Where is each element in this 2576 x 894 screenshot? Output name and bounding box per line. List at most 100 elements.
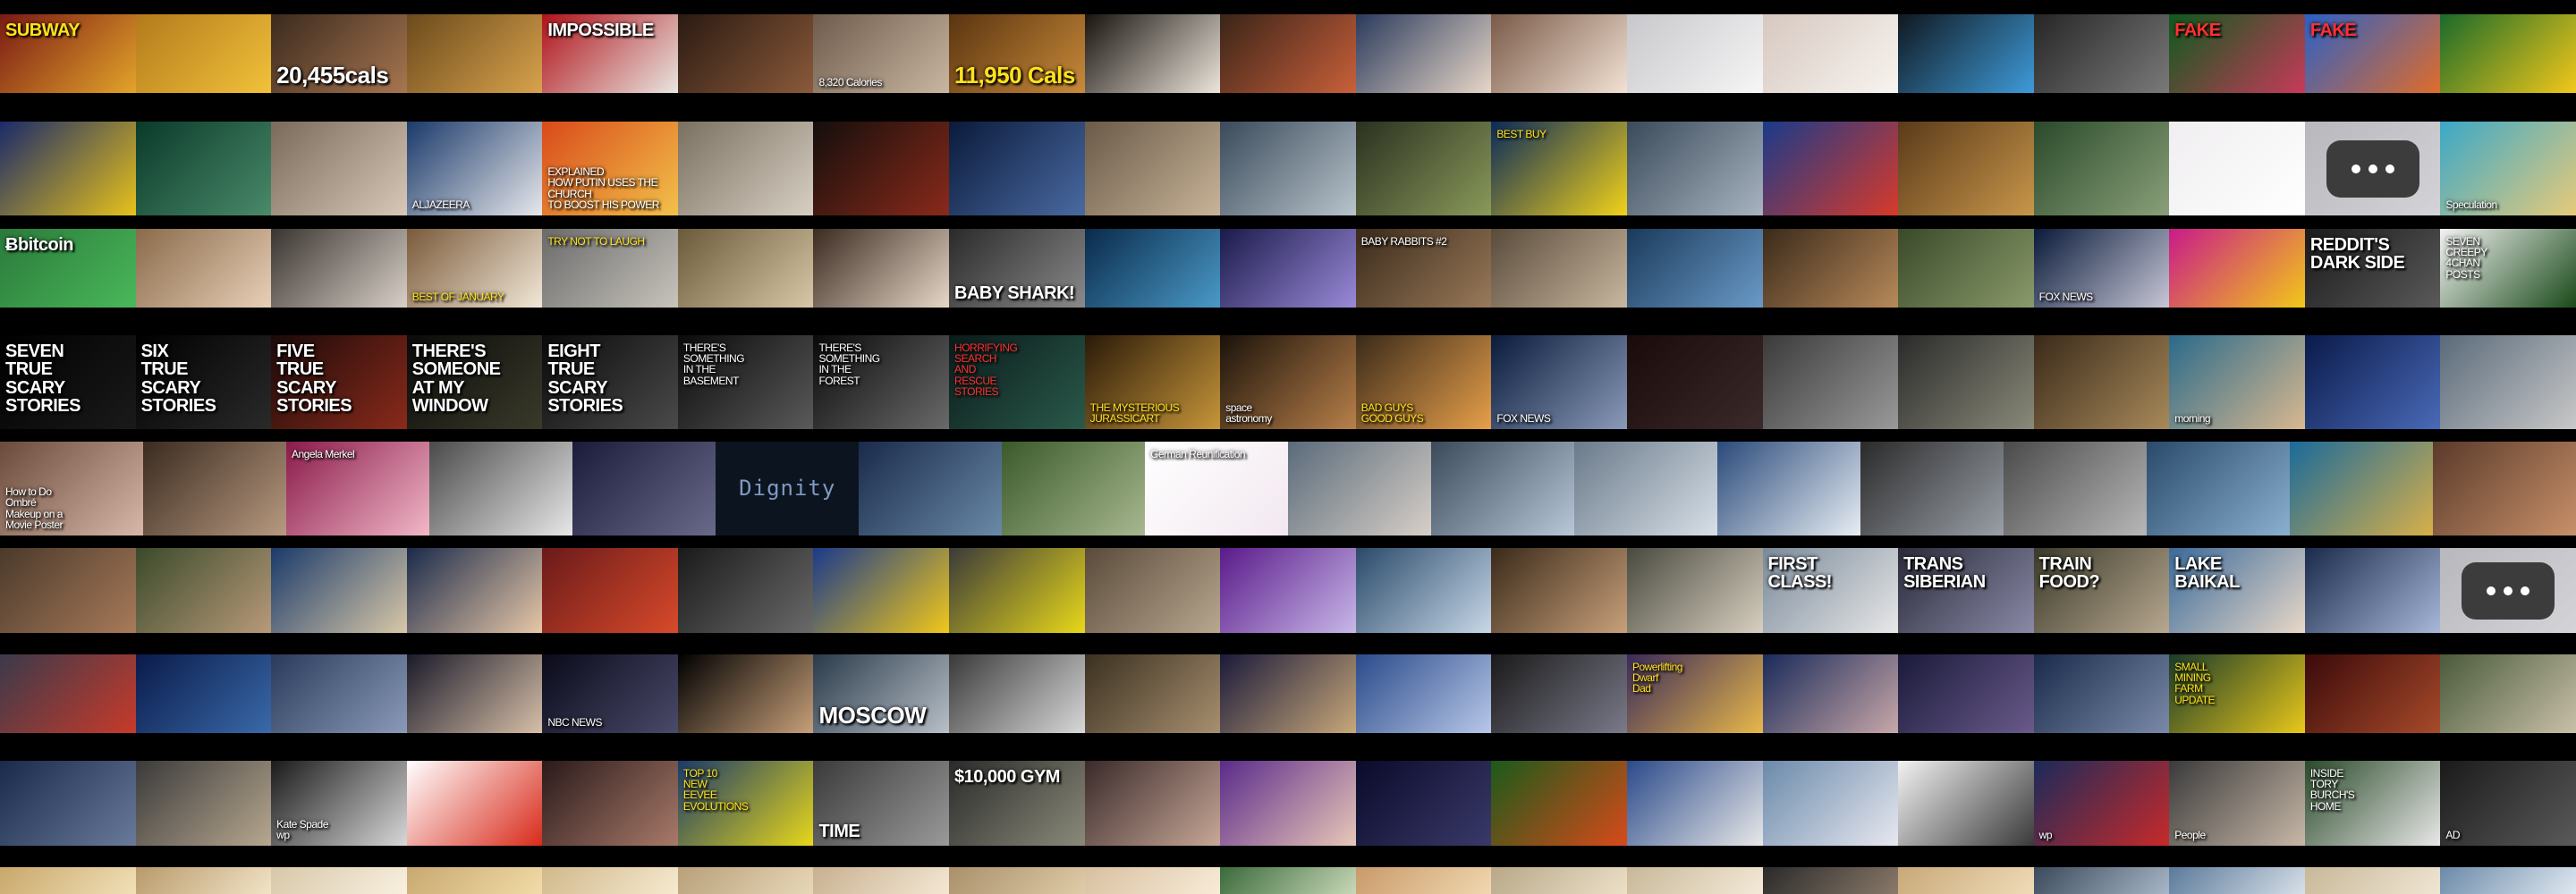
- video-thumbnail[interactable]: [1762, 122, 1899, 215]
- video-thumbnail[interactable]: [949, 548, 1086, 633]
- video-thumbnail[interactable]: German Reunification: [1145, 442, 1289, 536]
- video-thumbnail[interactable]: 8,320 Calories: [813, 14, 950, 93]
- video-thumbnail[interactable]: [1491, 229, 1628, 308]
- video-thumbnail[interactable]: EIGHT TRUE SCARY STORIES: [542, 335, 679, 429]
- video-thumbnail[interactable]: IMPOSSIBLE: [542, 14, 679, 93]
- video-thumbnail[interactable]: [2033, 122, 2170, 215]
- video-thumbnail[interactable]: [2440, 335, 2576, 429]
- video-thumbnail[interactable]: [1220, 14, 1357, 93]
- video-thumbnail[interactable]: [1431, 442, 1575, 536]
- video-thumbnail[interactable]: 20,455cals: [271, 14, 408, 93]
- video-thumbnail[interactable]: [1355, 867, 1492, 894]
- video-thumbnail[interactable]: [542, 548, 679, 633]
- video-thumbnail[interactable]: [2440, 14, 2576, 93]
- video-thumbnail[interactable]: [542, 867, 679, 894]
- video-thumbnail[interactable]: Angela Merkel: [286, 442, 430, 536]
- video-thumbnail[interactable]: [1220, 867, 1357, 894]
- video-thumbnail[interactable]: [2290, 442, 2434, 536]
- video-thumbnail[interactable]: [1898, 229, 2035, 308]
- video-thumbnail[interactable]: FIVE TRUE SCARY STORIES: [271, 335, 408, 429]
- video-thumbnail[interactable]: [135, 654, 272, 733]
- video-thumbnail[interactable]: [1762, 654, 1899, 733]
- video-thumbnail[interactable]: [429, 442, 573, 536]
- video-thumbnail[interactable]: [1084, 229, 1221, 308]
- video-thumbnail[interactable]: [813, 122, 950, 215]
- video-thumbnail[interactable]: [1762, 14, 1899, 93]
- video-thumbnail[interactable]: [1898, 761, 2035, 846]
- video-thumbnail[interactable]: BAD GUYS GOOD GUYS: [1355, 335, 1492, 429]
- video-thumbnail[interactable]: [1626, 14, 1764, 93]
- video-thumbnail[interactable]: [1355, 761, 1492, 846]
- video-thumbnail[interactable]: [1220, 229, 1357, 308]
- video-thumbnail[interactable]: [0, 761, 137, 846]
- video-thumbnail[interactable]: [1898, 867, 2035, 894]
- video-thumbnail[interactable]: [1491, 14, 1628, 93]
- video-thumbnail[interactable]: [1220, 122, 1357, 215]
- video-thumbnail[interactable]: [1355, 14, 1492, 93]
- video-thumbnail[interactable]: [1355, 654, 1492, 733]
- video-thumbnail[interactable]: [406, 867, 543, 894]
- video-thumbnail[interactable]: wp: [2033, 761, 2170, 846]
- video-thumbnail[interactable]: 11,950 Cals: [949, 14, 1086, 93]
- video-thumbnail[interactable]: [677, 229, 814, 308]
- video-thumbnail[interactable]: [406, 761, 543, 846]
- video-thumbnail[interactable]: [1288, 442, 1432, 536]
- video-thumbnail[interactable]: [2440, 654, 2576, 733]
- video-thumbnail[interactable]: [271, 229, 408, 308]
- video-thumbnail[interactable]: [949, 654, 1086, 733]
- video-thumbnail[interactable]: FOX NEWS: [2033, 229, 2170, 308]
- video-thumbnail[interactable]: [2304, 654, 2441, 733]
- video-thumbnail[interactable]: [271, 654, 408, 733]
- video-thumbnail[interactable]: [1220, 654, 1357, 733]
- video-thumbnail[interactable]: [1355, 548, 1492, 633]
- video-thumbnail[interactable]: [2033, 335, 2170, 429]
- video-thumbnail[interactable]: THE MYSTERIOUS JURASSICART: [1084, 335, 1221, 429]
- video-thumbnail[interactable]: [1491, 548, 1628, 633]
- video-thumbnail[interactable]: [135, 229, 272, 308]
- video-thumbnail[interactable]: [542, 761, 679, 846]
- video-thumbnail[interactable]: [0, 122, 137, 215]
- video-thumbnail[interactable]: [1717, 442, 1861, 536]
- video-thumbnail[interactable]: FOX NEWS: [1491, 335, 1628, 429]
- video-thumbnail[interactable]: THERE'S SOMEONE AT MY WINDOW: [406, 335, 543, 429]
- video-thumbnail[interactable]: [0, 548, 137, 633]
- video-thumbnail[interactable]: [135, 14, 272, 93]
- more-options-icon[interactable]: [2462, 561, 2555, 620]
- video-thumbnail[interactable]: [1084, 548, 1221, 633]
- video-thumbnail[interactable]: TOP 10 NEW EEVEE EVOLUTIONS: [677, 761, 814, 846]
- video-thumbnail[interactable]: TIME: [813, 761, 950, 846]
- video-thumbnail[interactable]: [2304, 548, 2441, 633]
- video-thumbnail[interactable]: [2033, 654, 2170, 733]
- video-thumbnail[interactable]: HORRIFYING SEARCH AND RESCUE STORIES: [949, 335, 1086, 429]
- video-thumbnail[interactable]: [949, 867, 1086, 894]
- video-thumbnail[interactable]: [1084, 654, 1221, 733]
- video-thumbnail[interactable]: [1898, 122, 2035, 215]
- video-thumbnail[interactable]: TRY NOT TO LAUGH: [542, 229, 679, 308]
- video-thumbnail[interactable]: SIX TRUE SCARY STORIES: [135, 335, 272, 429]
- video-thumbnail[interactable]: [1002, 442, 1146, 536]
- video-thumbnail[interactable]: SMALL MINING FARM UPDATE: [2169, 654, 2306, 733]
- video-thumbnail[interactable]: [1626, 548, 1764, 633]
- video-thumbnail[interactable]: [135, 122, 272, 215]
- video-thumbnail[interactable]: [135, 548, 272, 633]
- video-thumbnail[interactable]: [813, 548, 950, 633]
- video-thumbnail[interactable]: [2304, 867, 2441, 894]
- video-thumbnail[interactable]: FIRST CLASS!: [1762, 548, 1899, 633]
- video-thumbnail[interactable]: [1574, 442, 1718, 536]
- video-thumbnail[interactable]: [1898, 654, 2035, 733]
- video-thumbnail[interactable]: [813, 229, 950, 308]
- video-thumbnail[interactable]: [271, 867, 408, 894]
- video-thumbnail[interactable]: REDDIT'S DARK SIDE: [2304, 229, 2441, 308]
- video-thumbnail[interactable]: [143, 442, 287, 536]
- video-thumbnail[interactable]: TRANS SIBERIAN: [1898, 548, 2035, 633]
- video-thumbnail[interactable]: [135, 867, 272, 894]
- video-thumbnail[interactable]: [2440, 867, 2576, 894]
- video-thumbnail[interactable]: [1626, 335, 1764, 429]
- video-thumbnail[interactable]: [2033, 867, 2170, 894]
- video-thumbnail[interactable]: SEVEN TRUE SCARY STORIES: [0, 335, 137, 429]
- video-thumbnail[interactable]: Speculation: [2440, 122, 2576, 215]
- more-options-icon[interactable]: [2326, 139, 2419, 198]
- video-thumbnail[interactable]: [1898, 14, 2035, 93]
- video-thumbnail[interactable]: [1762, 761, 1899, 846]
- video-thumbnail[interactable]: ALJAZEERA: [406, 122, 543, 215]
